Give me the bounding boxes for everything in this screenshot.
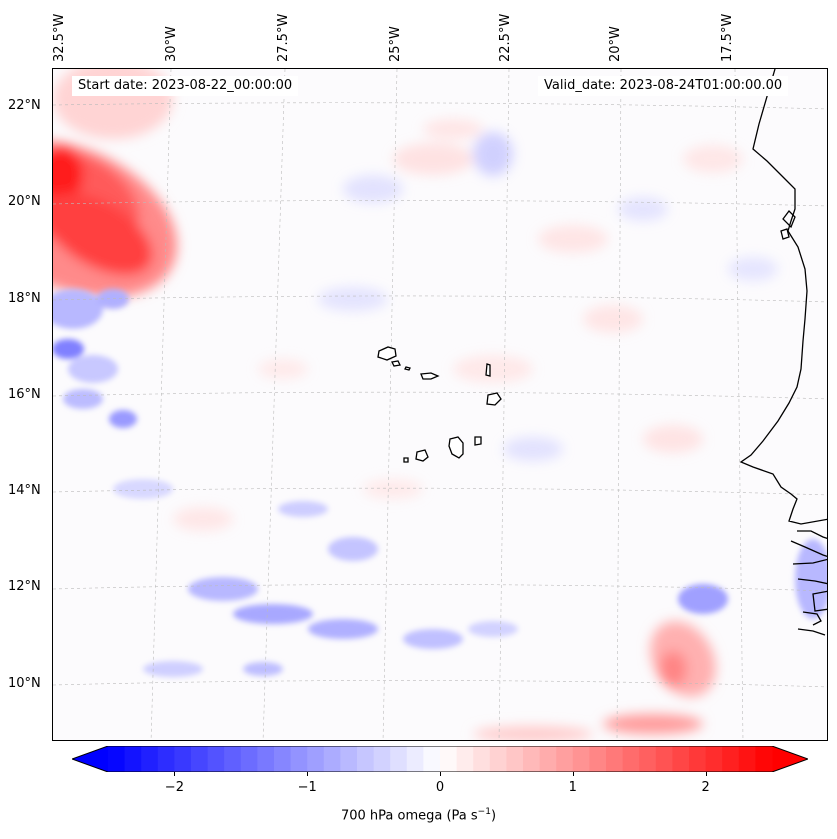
colorbar-bin: [224, 746, 242, 772]
colorbar-tick-mark: [307, 772, 309, 776]
lon-label-20w: 20°W: [608, 26, 623, 62]
colorbar-bin: [572, 746, 590, 772]
west-africa-coastline: [739, 69, 827, 636]
colorbar-bin: [672, 746, 690, 772]
lat-label-12n: 12°N: [8, 579, 41, 594]
graticule: [53, 69, 827, 740]
lon-label-27-5w: 27.5°W: [276, 13, 291, 62]
colorbar-bin: [722, 746, 740, 772]
lon-label-30w: 30°W: [164, 26, 179, 62]
colorbar-tick-mark: [572, 772, 574, 776]
colorbar-bin: [539, 746, 557, 772]
colorbar-bin: [473, 746, 491, 772]
colorbar-tick-label: −2: [164, 780, 184, 795]
omega-colorbar: [72, 746, 808, 772]
colorbar-bin: [390, 746, 408, 772]
colorbar-bin: [655, 746, 673, 772]
colorbar-bin: [323, 746, 341, 772]
lat-label-20n: 20°N: [8, 194, 41, 209]
positive-omega-region-southeast: [473, 621, 716, 740]
field-background: [53, 69, 827, 740]
lat-label-16n: 16°N: [8, 387, 41, 402]
colorbar-bin: [191, 746, 209, 772]
colorbar-bin: [738, 746, 756, 772]
valid-date-label: Valid_date: 2023-08-24T01:00:00.00: [538, 76, 789, 96]
colorbar-bin: [307, 746, 325, 772]
colorbar-bin: [622, 746, 640, 772]
colorbar-bin: [423, 746, 441, 772]
lon-label-17-5w: 17.5°W: [720, 13, 735, 62]
colorbar-tick-mark: [440, 772, 441, 776]
colorbar-bin: [340, 746, 358, 772]
colorbar-bin: [589, 746, 607, 772]
lat-label-10n: 10°N: [8, 676, 41, 691]
lon-label-25w: 25°W: [388, 26, 403, 62]
colorbar-bin: [373, 746, 391, 772]
colorbar-extend-low: [72, 746, 108, 772]
lon-label-32-5w: 32.5°W: [52, 13, 67, 62]
start-date-label: Start date: 2023-08-22_00:00:00: [72, 76, 299, 96]
colorbar-bin: [157, 746, 175, 772]
colorbar-bin: [489, 746, 507, 772]
colorbar-bin: [257, 746, 275, 772]
colorbar-bin: [705, 746, 723, 772]
colorbar-bin: [506, 746, 524, 772]
colorbar-bin: [456, 746, 474, 772]
colorbar-bin: [290, 746, 308, 772]
mixed-omega-patterns: [173, 119, 778, 531]
omega-field-map: [53, 69, 827, 740]
negative-omega-region-south: [143, 501, 827, 677]
colorbar-bin: [124, 746, 142, 772]
colorbar-bin: [606, 746, 624, 772]
colorbar-tick-label: 2: [701, 780, 710, 795]
colorbar-tick-label: 0: [435, 780, 445, 795]
colorbar-bin: [207, 746, 225, 772]
colorbar-tick-label: −1: [297, 780, 317, 795]
colorbar-bin: [639, 746, 657, 772]
colorbar-bin: [240, 746, 258, 772]
colorbar-bin: [440, 746, 458, 772]
lat-label-18n: 18°N: [8, 291, 41, 306]
lon-label-22-5w: 22.5°W: [498, 13, 513, 62]
colorbar-extend-high: [772, 746, 808, 772]
colorbar-bin: [689, 746, 707, 772]
colorbar-bin: [357, 746, 375, 772]
colorbar-bin: [141, 746, 159, 772]
map-panel: [52, 68, 828, 741]
lat-label-14n: 14°N: [8, 483, 41, 498]
colorbar-tick-mark: [174, 772, 176, 776]
lat-label-22n: 22°N: [8, 98, 41, 113]
colorbar-tick-label: 1: [568, 780, 577, 795]
colorbar-bin: [523, 746, 541, 772]
colorbar-bin: [174, 746, 192, 772]
colorbar-tick-mark: [705, 772, 707, 776]
colorbar-bin: [406, 746, 424, 772]
colorbar-bin: [108, 746, 126, 772]
colorbar-bin: [755, 746, 773, 772]
colorbar-label: 700 hPa omega (Pa s−1): [340, 807, 497, 824]
colorbar-bin: [274, 746, 292, 772]
cape-verde-islands: [377, 346, 502, 463]
colorbar-bin: [556, 746, 574, 772]
